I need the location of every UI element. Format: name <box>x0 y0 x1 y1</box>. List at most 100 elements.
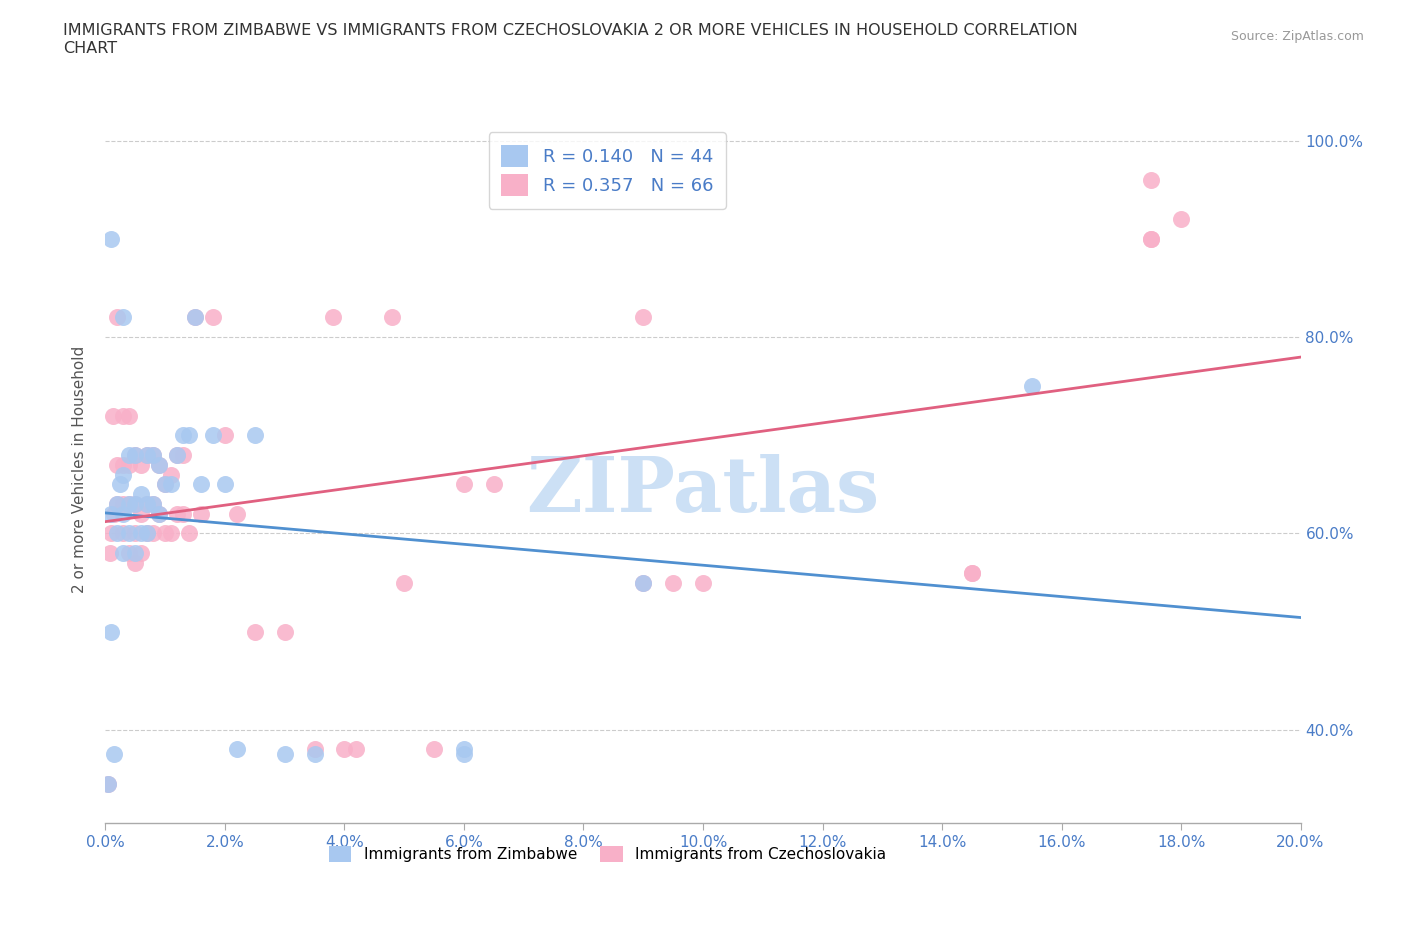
Point <box>166 447 188 462</box>
Point <box>112 467 135 482</box>
Point <box>97 777 120 791</box>
Point <box>160 467 183 482</box>
Point <box>112 526 135 541</box>
Point <box>155 526 177 541</box>
Point <box>124 526 146 541</box>
Point <box>225 507 249 522</box>
Point <box>118 546 141 561</box>
Point <box>453 747 475 762</box>
Point <box>118 458 141 472</box>
Point <box>118 497 141 512</box>
Point <box>136 447 159 462</box>
Point <box>107 497 129 512</box>
Point <box>110 477 132 492</box>
Point <box>692 575 714 590</box>
Point <box>960 565 983 580</box>
Point <box>112 408 135 423</box>
Point <box>142 447 165 462</box>
Point <box>633 575 655 590</box>
Point <box>136 497 159 512</box>
Point <box>118 408 141 423</box>
Point <box>101 408 124 423</box>
Point <box>129 546 153 561</box>
Point <box>166 447 188 462</box>
Point <box>184 310 207 325</box>
Point <box>633 575 655 590</box>
Point <box>273 624 295 639</box>
Point <box>148 458 170 472</box>
Point <box>273 747 295 762</box>
Point <box>129 458 153 472</box>
Text: Source: ZipAtlas.com: Source: ZipAtlas.com <box>1230 30 1364 43</box>
Point <box>177 526 201 541</box>
Point <box>1140 232 1163 246</box>
Y-axis label: 2 or more Vehicles in Household: 2 or more Vehicles in Household <box>72 346 87 593</box>
Point <box>184 310 207 325</box>
Point <box>112 310 135 325</box>
Point <box>112 458 135 472</box>
Point <box>243 428 266 443</box>
Point <box>100 526 122 541</box>
Point <box>136 497 159 512</box>
Point <box>960 565 983 580</box>
Point <box>124 447 146 462</box>
Point <box>1170 212 1192 227</box>
Point <box>172 447 194 462</box>
Point <box>453 742 475 757</box>
Point <box>107 458 129 472</box>
Point <box>190 507 212 522</box>
Point <box>124 497 146 512</box>
Point <box>148 507 170 522</box>
Point <box>214 477 236 492</box>
Point <box>98 546 121 561</box>
Point <box>142 497 165 512</box>
Point <box>381 310 404 325</box>
Point <box>160 526 183 541</box>
Point <box>107 497 129 512</box>
Point <box>103 507 125 522</box>
Point <box>1140 173 1163 188</box>
Point <box>136 526 159 541</box>
Point <box>190 477 212 492</box>
Point <box>112 546 135 561</box>
Point <box>633 310 655 325</box>
Point <box>304 747 326 762</box>
Point <box>214 428 236 443</box>
Point <box>112 497 135 512</box>
Point <box>107 526 129 541</box>
Point <box>662 575 685 590</box>
Point <box>142 447 165 462</box>
Point <box>118 526 141 541</box>
Point <box>129 526 153 541</box>
Point <box>243 624 266 639</box>
Point <box>155 477 177 492</box>
Point <box>304 742 326 757</box>
Point <box>124 497 146 512</box>
Point <box>142 526 165 541</box>
Point <box>136 447 159 462</box>
Point <box>148 507 170 522</box>
Point <box>148 458 170 472</box>
Point <box>202 310 225 325</box>
Point <box>107 310 129 325</box>
Legend: Immigrants from Zimbabwe, Immigrants from Czechoslovakia: Immigrants from Zimbabwe, Immigrants fro… <box>322 840 893 869</box>
Point <box>97 777 120 791</box>
Point <box>321 310 344 325</box>
Point <box>103 747 125 762</box>
Point <box>124 447 146 462</box>
Point <box>136 526 159 541</box>
Point <box>142 497 165 512</box>
Point <box>346 742 368 757</box>
Point <box>129 507 153 522</box>
Point <box>453 477 475 492</box>
Text: ZIPatlas: ZIPatlas <box>526 454 880 528</box>
Point <box>1021 379 1043 393</box>
Point <box>202 428 225 443</box>
Point <box>100 624 122 639</box>
Point <box>112 507 135 522</box>
Point <box>177 428 201 443</box>
Point <box>129 486 153 501</box>
Point <box>118 497 141 512</box>
Point <box>423 742 446 757</box>
Point <box>124 546 146 561</box>
